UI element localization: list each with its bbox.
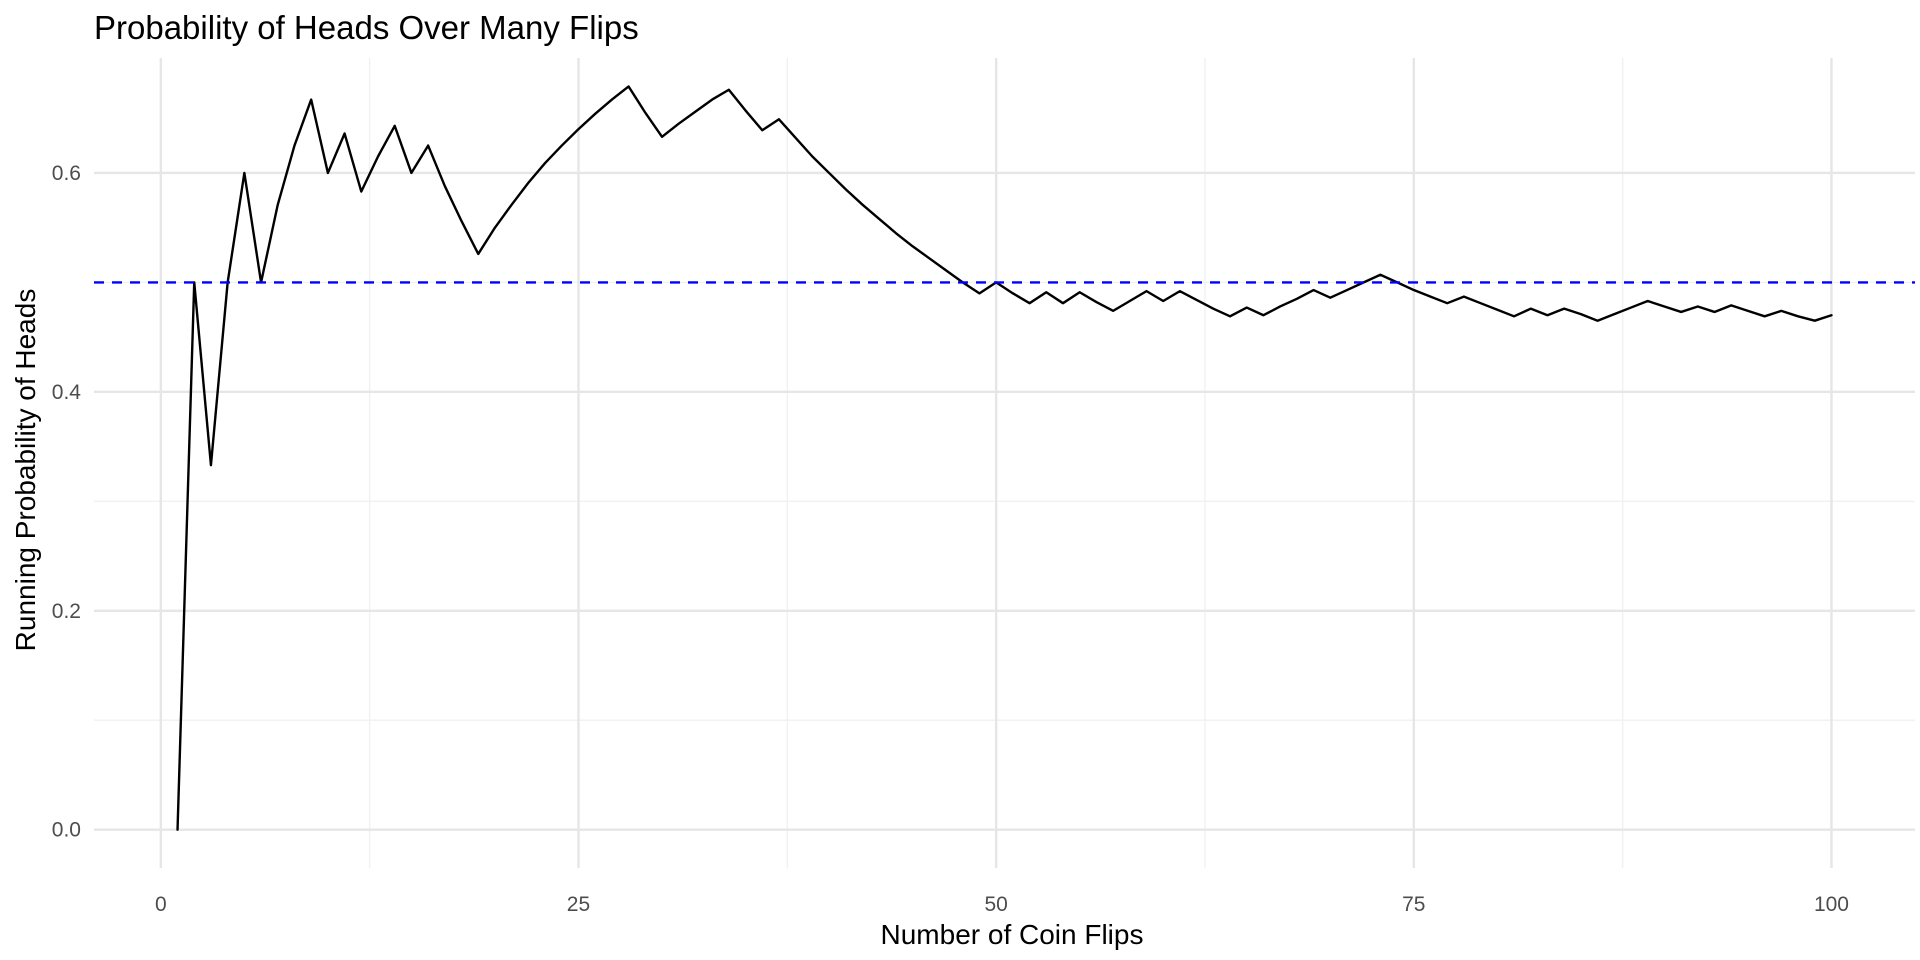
x-tick-label: 100 xyxy=(1814,893,1849,916)
y-tick-label: 0.4 xyxy=(52,381,82,404)
x-tick-label: 25 xyxy=(567,893,590,916)
y-tick-label: 0.0 xyxy=(52,819,81,842)
tick-labels: 0 25 50 75 100 0.0 0.2 0.4 0.6 xyxy=(52,162,1849,916)
series-line xyxy=(176,85,1833,831)
series-layer xyxy=(176,85,1833,831)
x-tick-label: 50 xyxy=(984,893,1007,916)
y-axis-title: Running Probability of Heads xyxy=(10,289,41,652)
x-tick-label: 0 xyxy=(155,893,167,916)
chart-title: Probability of Heads Over Many Flips xyxy=(94,9,639,46)
y-tick-label: 0.6 xyxy=(52,162,81,185)
x-axis-title: Number of Coin Flips xyxy=(881,919,1144,950)
x-tick-label: 75 xyxy=(1402,893,1425,916)
y-tick-label: 0.2 xyxy=(52,600,81,623)
grid xyxy=(94,58,1915,868)
